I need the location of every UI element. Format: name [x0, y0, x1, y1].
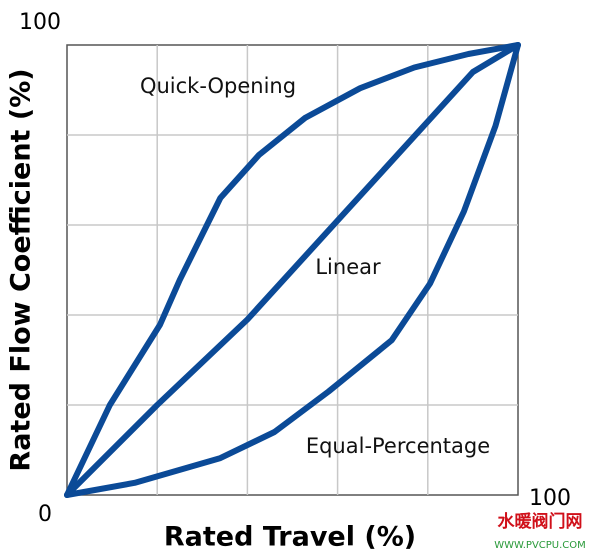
series-label: Equal-Percentage — [306, 434, 490, 458]
series-line — [64, 42, 521, 498]
series-label: Quick-Opening — [140, 74, 296, 98]
watermark-url: WWW.PVCPU.COM — [494, 540, 586, 551]
y-tick-label: 0 — [38, 502, 52, 527]
plot-frame — [66, 44, 519, 496]
x-axis-title: Rated Travel (%) — [164, 522, 416, 553]
y-tick-label: 100 — [19, 10, 61, 35]
series-label: Linear — [315, 255, 381, 279]
series-line — [64, 42, 521, 498]
watermark-site: 水暖阀门网 — [498, 511, 583, 532]
series-line — [64, 42, 521, 498]
y-axis-title: Rated Flow Coefficient (%) — [6, 68, 37, 471]
x-tick-label: 100 — [529, 486, 571, 511]
